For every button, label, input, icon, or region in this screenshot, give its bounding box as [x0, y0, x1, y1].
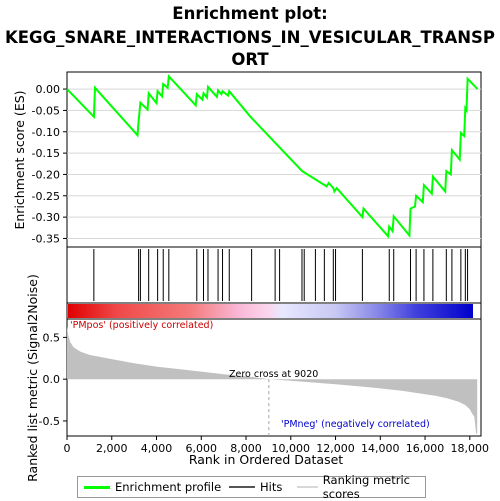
x-axis-label: Rank in Ordered Dataset	[189, 452, 343, 467]
chart-title-line-2: KEGG_SNARE_INTERACTIONS_IN_VESICULAR_TRA…	[4, 28, 496, 47]
legend-swatch-enrichment	[84, 485, 110, 489]
x-tick-label: 14,000	[361, 442, 400, 455]
legend-item-hits: Hits	[229, 479, 282, 495]
rank-color-bar	[68, 304, 473, 318]
legend-label-enrichment: Enrichment profile	[115, 480, 222, 494]
x-tick-label: 8,000	[230, 442, 262, 455]
x-tick-label: 4,000	[141, 442, 173, 455]
es-y-tick-label: -0.35	[32, 232, 60, 245]
es-y-tick-label: -0.15	[32, 147, 60, 160]
legend-swatch-hits	[229, 486, 255, 488]
metric-y-tick-label: 0.0	[43, 373, 61, 386]
metric-y-tick-label: 0.5	[43, 331, 61, 344]
metric-y-tick-label: -0.5	[39, 415, 60, 428]
enrichment-profile-line	[66, 73, 479, 239]
legend-label-ranking: Ranking metric scores	[322, 473, 411, 501]
pos-label: 'PMpos' (positively correlated)	[70, 320, 213, 331]
x-tick-label: 2,000	[96, 442, 128, 455]
es-y-tick-label: -0.05	[32, 104, 60, 117]
es-y-axis-label: Enrichment score (ES)	[12, 90, 27, 229]
x-tick-label: 12,000	[316, 442, 355, 455]
neg-label: 'PMneg' (negatively correlated)	[281, 419, 430, 430]
es-y-tick-label: -0.30	[32, 211, 60, 224]
chart-title-line-1: Enrichment plot:	[172, 4, 328, 23]
es-panel	[66, 71, 482, 248]
legend-swatch-ranking	[297, 486, 318, 488]
x-tick-label: 10,000	[272, 442, 311, 455]
legend: Enrichment profile Hits Ranking metric s…	[77, 473, 426, 501]
es-y-tick-label: -0.20	[32, 168, 60, 181]
hits-panel	[66, 246, 482, 304]
legend-item-enrichment-profile: Enrichment profile	[84, 479, 221, 495]
ranking-metric-area	[67, 326, 478, 434]
chart-title-line-3: ORT	[231, 50, 269, 69]
legend-item-ranking: Ranking metric scores	[297, 473, 425, 501]
x-tick-label: 0	[64, 442, 71, 455]
es-y-tick-label: 0.00	[36, 83, 61, 96]
x-tick-label: 16,000	[406, 442, 445, 455]
zero-cross-label: Zero cross at 9020	[229, 369, 318, 380]
metric-y-axis-label: Ranked list metric (Signal2Noise)	[25, 274, 40, 482]
legend-label-hits: Hits	[260, 480, 283, 494]
x-tick-label: 18,000	[451, 442, 490, 455]
es-y-tick-label: -0.10	[32, 126, 60, 139]
es-y-tick-label: -0.25	[32, 190, 60, 203]
x-tick-label: 6,000	[186, 442, 218, 455]
